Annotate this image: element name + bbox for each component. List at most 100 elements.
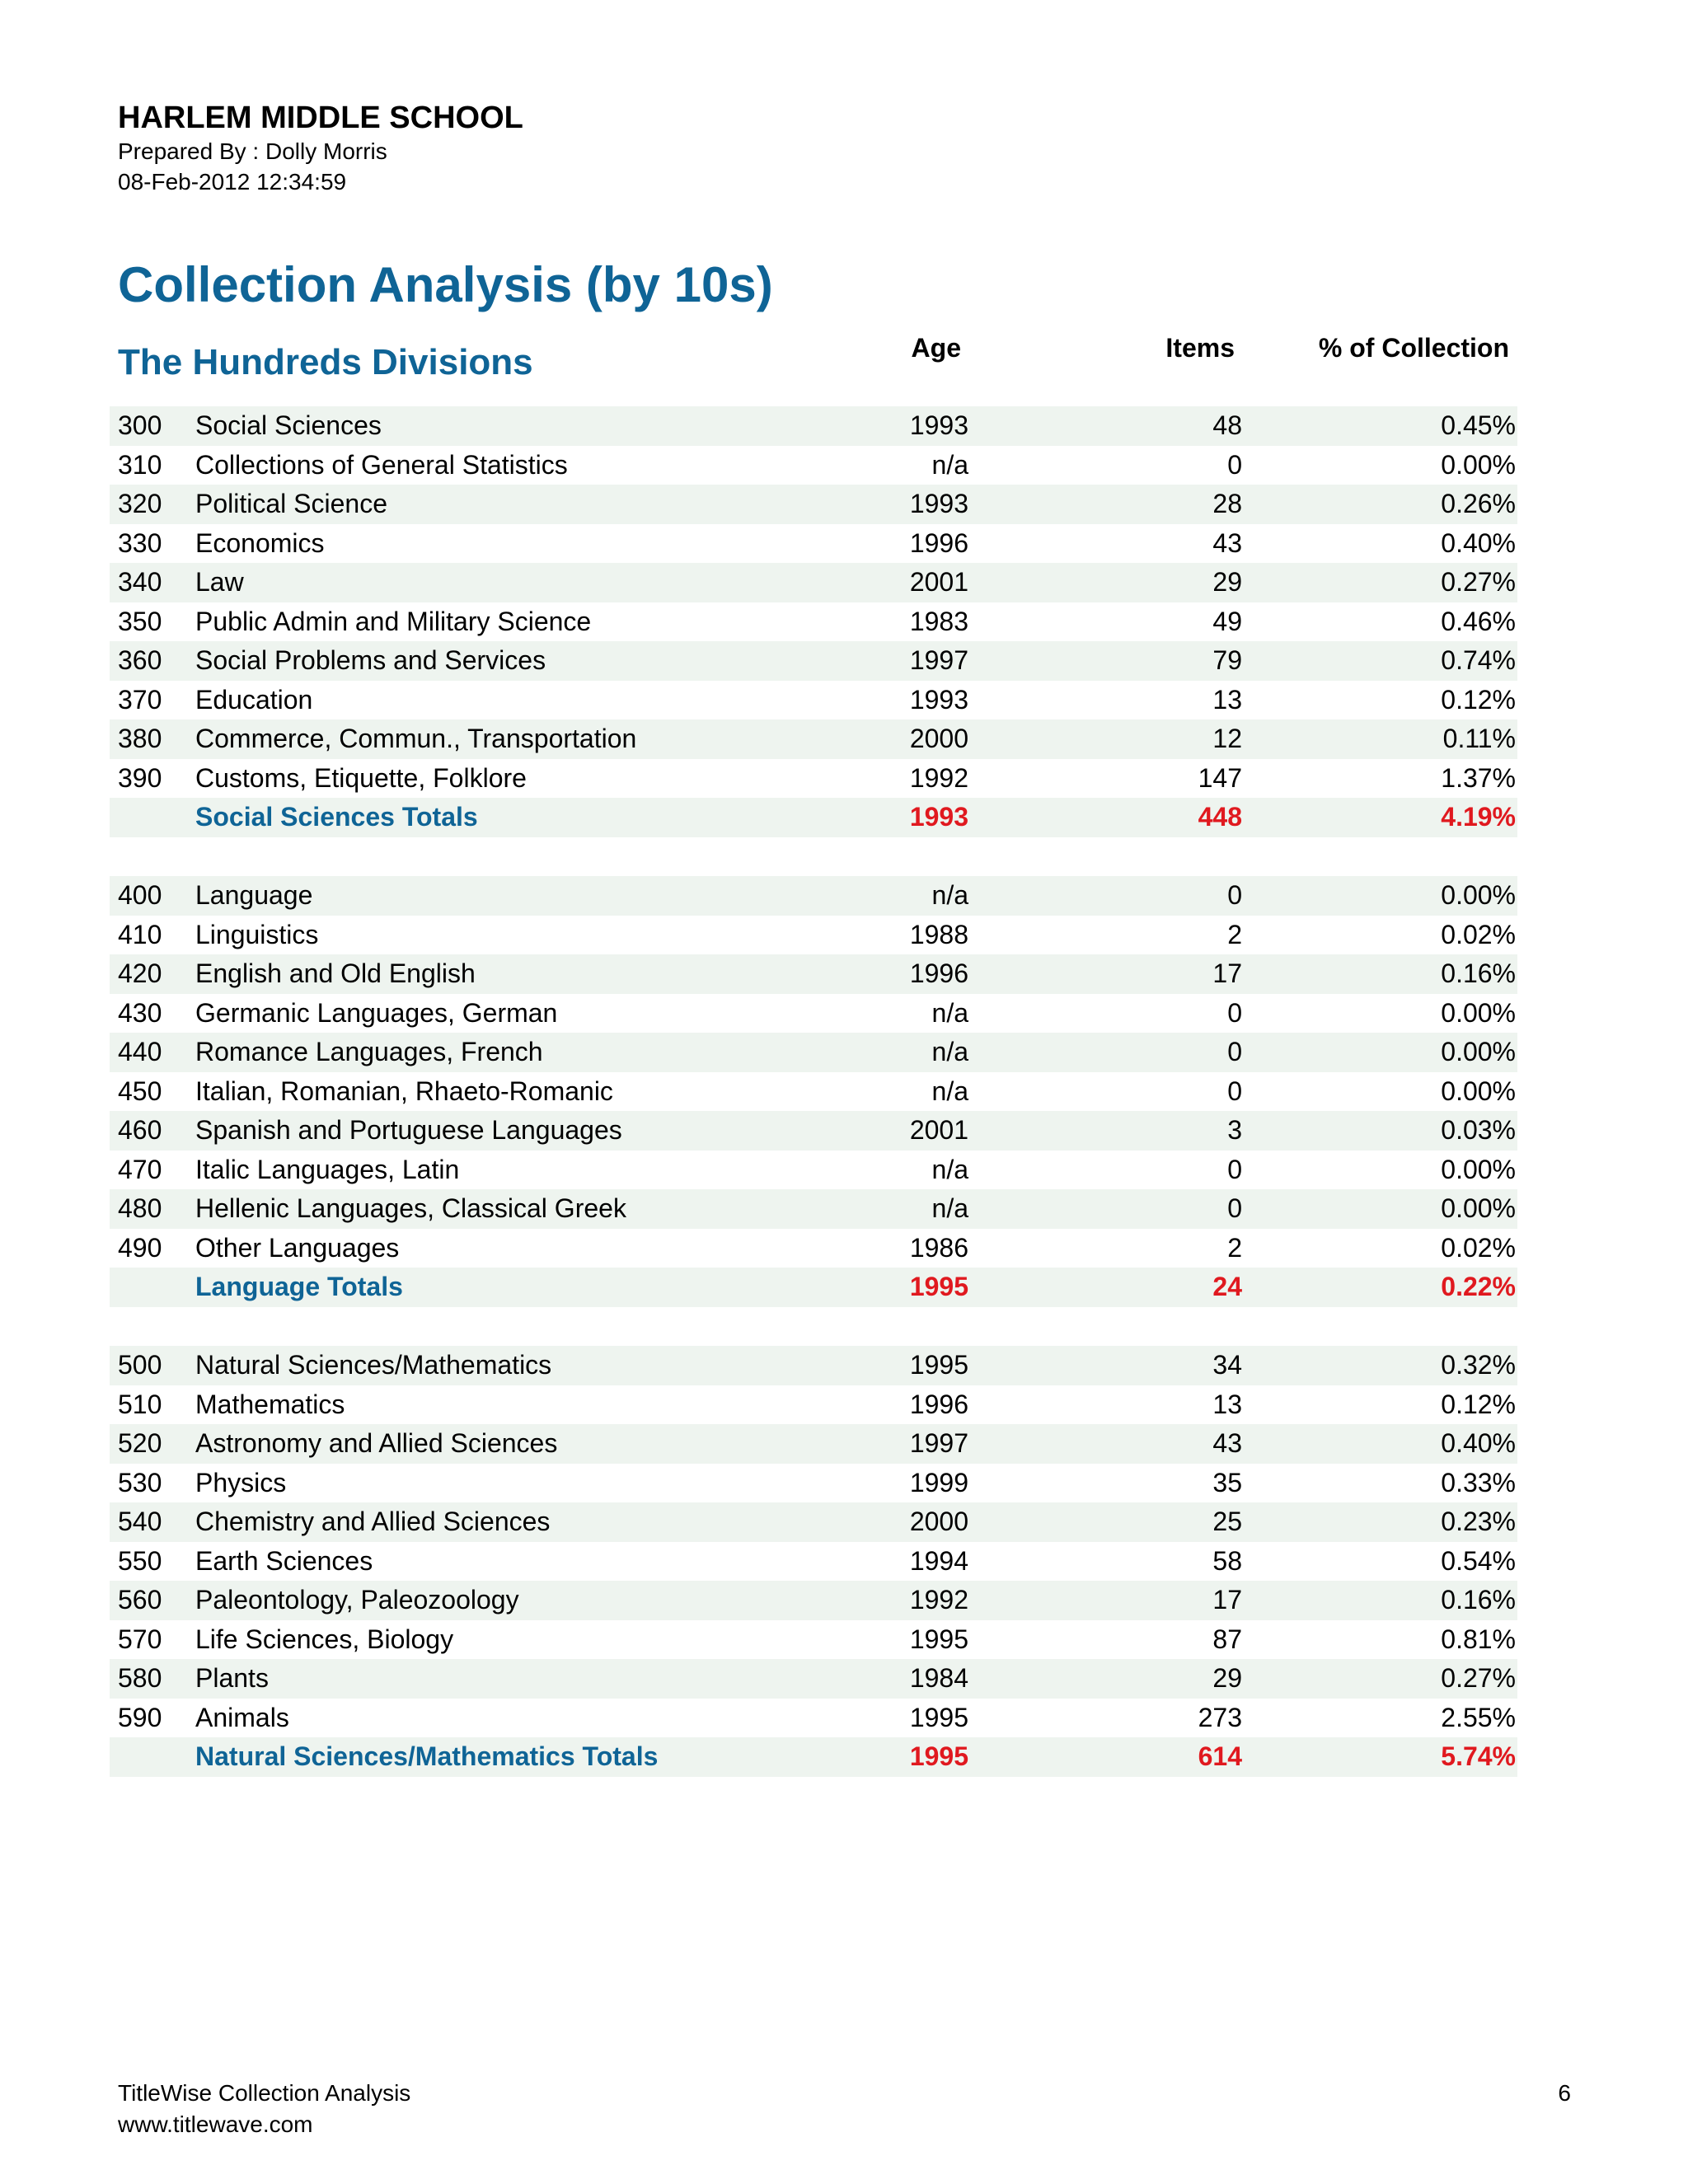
- division-items: 48: [1212, 410, 1242, 440]
- division-age: 1997: [909, 1428, 968, 1458]
- division-name: Romance Languages, French: [195, 1037, 543, 1066]
- division-code: 490: [118, 1232, 162, 1263]
- division-pct: 0.27%: [1441, 567, 1516, 597]
- division-name: Germanic Languages, German: [195, 997, 558, 1028]
- division-code: 370: [118, 684, 162, 715]
- division-age: 1984: [909, 1663, 968, 1693]
- division-age: 1993: [909, 489, 968, 518]
- division-name: Law: [195, 567, 244, 597]
- division-pct: 0.12%: [1441, 684, 1516, 715]
- table-row: 580 Plants 1984 29 0.27%: [110, 1659, 1517, 1699]
- division-code: 410: [118, 919, 162, 949]
- division-items: 0: [1227, 997, 1242, 1028]
- division-age: 2000: [909, 1507, 968, 1536]
- column-header-pct: % of Collection: [1318, 333, 1509, 363]
- division-code: 570: [118, 1624, 162, 1654]
- division-items: 58: [1212, 1545, 1242, 1576]
- totals-name: Social Sciences Totals: [195, 802, 478, 832]
- division-items: 0: [1227, 1037, 1242, 1066]
- division-age: 1996: [909, 1389, 968, 1419]
- division-age: 1996: [909, 527, 968, 558]
- division-code: 380: [118, 724, 162, 753]
- division-pct: 0.16%: [1441, 958, 1516, 988]
- table-row: 400 Language n/a 0 0.00%: [110, 876, 1517, 916]
- division-code: 540: [118, 1507, 162, 1536]
- group-spacer: [110, 1307, 1517, 1347]
- column-header-items: Items: [1165, 333, 1235, 363]
- division-items: 35: [1212, 1467, 1242, 1497]
- division-pct: 0.81%: [1441, 1624, 1516, 1654]
- division-code: 580: [118, 1663, 162, 1693]
- division-age: n/a: [931, 1037, 968, 1066]
- division-name: Political Science: [195, 489, 387, 518]
- totals-name: Natural Sciences/Mathematics Totals: [195, 1741, 659, 1771]
- division-items: 0: [1227, 880, 1242, 910]
- table-row: 350 Public Admin and Military Science 1983…: [110, 602, 1517, 642]
- division-pct: 1.37%: [1441, 762, 1516, 793]
- division-code: 550: [118, 1545, 162, 1576]
- table-row: 570 Life Sciences, Biology 1995 87 0.81%: [110, 1620, 1517, 1660]
- totals-name: Language Totals: [195, 1272, 403, 1301]
- totals-pct: 0.22%: [1441, 1272, 1516, 1301]
- division-items: 25: [1212, 1507, 1242, 1536]
- division-code: 520: [118, 1428, 162, 1458]
- table-row: 410 Linguistics 1988 2 0.02%: [110, 916, 1517, 955]
- totals-row: Language Totals 1995 24 0.22%: [110, 1268, 1517, 1307]
- division-items: 13: [1212, 684, 1242, 715]
- prepared-by: Prepared By : Dolly Morris: [118, 138, 387, 164]
- division-items: 49: [1212, 606, 1242, 636]
- division-pct: 0.00%: [1441, 997, 1516, 1028]
- division-pct: 0.00%: [1441, 1037, 1516, 1066]
- division-items: 12: [1212, 724, 1242, 753]
- division-name: Public Admin and Military Science: [195, 606, 592, 636]
- division-pct: 0.16%: [1441, 1585, 1516, 1615]
- table-row: 430 Germanic Languages, German n/a 0 0.00%: [110, 994, 1517, 1033]
- division-items: 29: [1212, 567, 1242, 597]
- division-pct: 2.55%: [1441, 1702, 1516, 1732]
- division-name: Collections of General Statistics: [195, 449, 568, 480]
- division-items: 147: [1198, 762, 1242, 793]
- division-code: 360: [118, 645, 162, 675]
- report-timestamp: 08-Feb-2012 12:34:59: [118, 169, 347, 194]
- division-pct: 0.00%: [1441, 449, 1516, 480]
- footer-product: TitleWise Collection Analysis: [118, 2080, 411, 2106]
- totals-row: Natural Sciences/Mathematics Totals 1995 6…: [110, 1737, 1517, 1777]
- division-name: Physics: [195, 1467, 287, 1497]
- division-pct: 0.45%: [1441, 410, 1516, 440]
- division-age: 1999: [909, 1467, 968, 1497]
- table-row: 480 Hellenic Languages, Classical Greek n/…: [110, 1189, 1517, 1229]
- division-items: 273: [1198, 1702, 1242, 1732]
- section-title: The Hundreds Divisions: [118, 342, 533, 382]
- division-code: 430: [118, 997, 162, 1028]
- division-age: 2001: [909, 1115, 968, 1145]
- division-items: 43: [1212, 1428, 1242, 1458]
- division-name: Social Problems and Services: [195, 645, 546, 675]
- table-row: 440 Romance Languages, French n/a 0 0.00%: [110, 1033, 1517, 1072]
- division-items: 28: [1212, 489, 1242, 518]
- table-row: 320 Political Science 1993 28 0.26%: [110, 485, 1517, 524]
- division-items: 0: [1227, 1076, 1242, 1106]
- table-row: 300 Social Sciences 1993 48 0.45%: [110, 406, 1517, 446]
- division-name: Customs, Etiquette, Folklore: [195, 762, 527, 793]
- division-name: Life Sciences, Biology: [195, 1624, 454, 1654]
- division-items: 34: [1212, 1350, 1242, 1380]
- division-pct: 0.32%: [1441, 1350, 1516, 1380]
- totals-pct: 4.19%: [1441, 802, 1516, 832]
- division-code: 500: [118, 1350, 162, 1380]
- division-age: 1995: [909, 1624, 968, 1654]
- page-number: 6: [1558, 2080, 1571, 2106]
- division-code: 350: [118, 606, 162, 636]
- table-row: 470 Italic Languages, Latin n/a 0 0.00%: [110, 1151, 1517, 1190]
- table-row: 380 Commerce, Commun., Transportation 2000…: [110, 719, 1517, 759]
- division-pct: 0.11%: [1442, 724, 1516, 753]
- division-age: 1993: [909, 684, 968, 715]
- division-pct: 0.54%: [1441, 1545, 1516, 1576]
- division-pct: 0.00%: [1441, 1193, 1516, 1223]
- division-pct: 0.00%: [1441, 1076, 1516, 1106]
- division-pct: 0.02%: [1441, 1232, 1516, 1263]
- division-items: 3: [1227, 1115, 1242, 1145]
- division-name: Mathematics: [195, 1389, 345, 1419]
- division-pct: 0.12%: [1441, 1389, 1516, 1419]
- division-pct: 0.23%: [1441, 1507, 1516, 1536]
